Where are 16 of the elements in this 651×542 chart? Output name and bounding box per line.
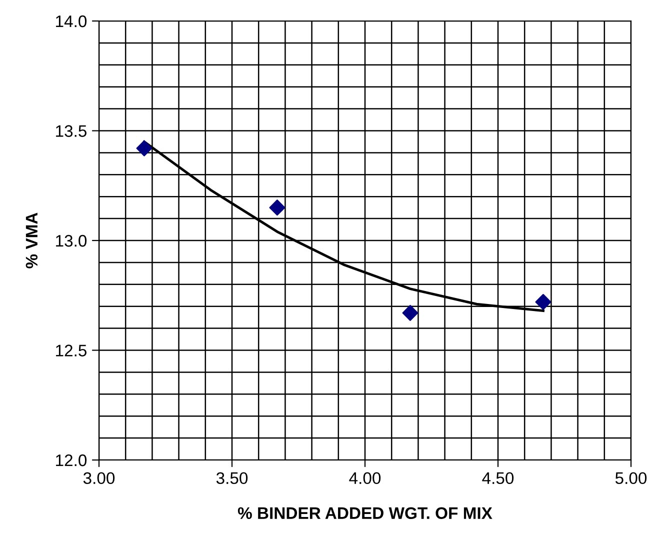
y-axis-title: % VMA xyxy=(26,212,38,268)
x-tick-label: 3.00 xyxy=(83,472,115,484)
point xyxy=(535,294,552,310)
x-tick-label: 5.00 xyxy=(615,472,647,484)
x-tick-label: 3.50 xyxy=(216,472,248,484)
y-tick-label: 13.0 xyxy=(56,234,87,247)
point xyxy=(402,304,418,321)
y-tick-label: 14.0 xyxy=(56,15,87,28)
x-tick-label: 4.50 xyxy=(482,472,514,484)
point xyxy=(269,200,286,216)
x-axis-title: % BINDER ADDED WGT. OF MIX xyxy=(238,507,492,520)
y-tick-label: 12.0 xyxy=(56,454,87,466)
y-tick-label: 13.5 xyxy=(56,125,86,137)
point xyxy=(136,140,152,156)
x-tick-label: 4.00 xyxy=(349,472,381,484)
y-tick-label: 12.5 xyxy=(56,344,86,356)
